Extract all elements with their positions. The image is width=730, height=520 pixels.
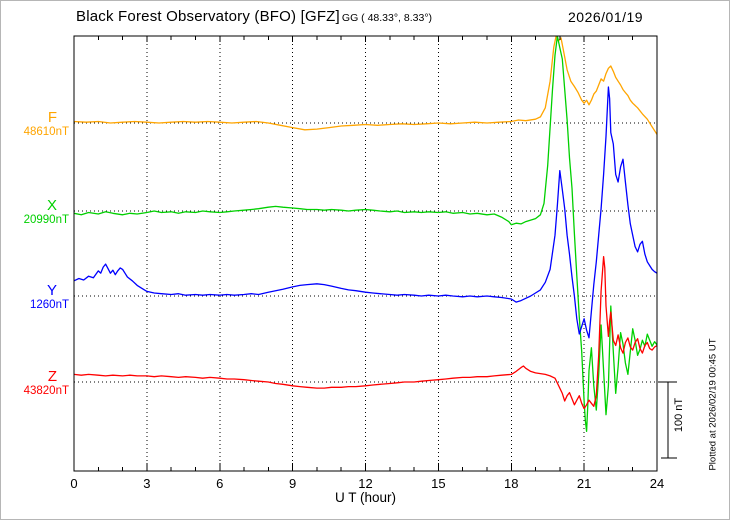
x-tick-label: 15 <box>431 476 445 491</box>
x-tick-label: 21 <box>577 476 591 491</box>
x-tick-label: 0 <box>70 476 77 491</box>
component-name-F: F <box>47 109 57 126</box>
x-tick-label: 18 <box>504 476 518 491</box>
trace-F <box>74 36 657 135</box>
date-label: 2026/01/19 <box>568 9 644 25</box>
component-name-Y: Y <box>46 282 57 299</box>
page-title: Black Forest Observatory (BFO) [GFZ] <box>76 8 340 25</box>
header: Black Forest Observatory (BFO) [GFZ] GG (… <box>76 8 432 26</box>
x-tick-label: 12 <box>358 476 372 491</box>
component-baseline-Z: 43820nT <box>23 385 69 397</box>
x-tick-label: 24 <box>650 476 664 491</box>
component-baseline-X: 20990nT <box>23 214 69 226</box>
scale-bar-label: 100 nT <box>673 397 685 433</box>
trace-Y <box>74 86 657 339</box>
observatory-coordinates: GG ( 48.33°, 8.33°) <box>341 12 433 24</box>
traces <box>74 36 657 433</box>
x-tick-label: 9 <box>289 476 296 491</box>
component-label-F: F 48610nT <box>1 110 69 139</box>
component-label-Y: Y 1260nT <box>1 283 69 312</box>
component-name-Z: Z <box>47 368 57 385</box>
x-tick-label: 3 <box>143 476 150 491</box>
component-label-Z: Z 43820nT <box>1 369 69 398</box>
x-axis-label: U T (hour) <box>334 490 397 505</box>
component-baseline-Y: 1260nT <box>29 299 69 311</box>
component-name-X: X <box>46 197 57 214</box>
component-label-X: X 20990nT <box>1 198 69 227</box>
trace-Z <box>74 255 657 410</box>
x-tick-label: 6 <box>216 476 223 491</box>
plotted-at-label: Plotted at 2026/02/19 00:45 UT <box>707 338 719 471</box>
component-baseline-F: 48610nT <box>23 126 69 138</box>
